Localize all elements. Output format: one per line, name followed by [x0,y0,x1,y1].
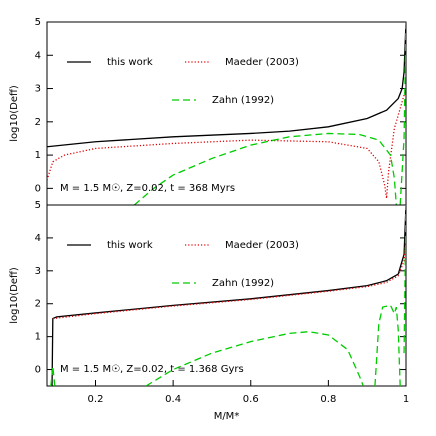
y-tick-label: 4 [35,233,41,244]
x-tick-label: 0.8 [320,394,336,405]
x-tick-label: 0.2 [88,394,104,405]
plot-area [47,22,406,205]
legend-label: Zahn (1992) [212,278,274,289]
plot-frame [46,21,407,206]
y-tick-label: 3 [35,84,41,95]
series-line [133,22,406,205]
legend-label: this work [107,57,153,68]
y-tick-label: 0 [35,183,41,194]
y-axis-label: log10(Deff) [9,85,20,142]
y-tick-label: 3 [35,266,41,277]
x-axis-label: M/M* [214,411,240,422]
legend-label: Maeder (2003) [225,57,299,68]
annotation: M = 1.5 M☉, Z=0.02, t = 1.368 Gyrs [60,364,244,375]
y-tick-label: 5 [35,17,41,28]
legend-label: this work [107,240,153,251]
y-tick-label: 0 [35,365,41,376]
x-tick-label: 0.6 [243,394,259,405]
series-line [47,22,406,148]
annotation: M = 1.5 M☉, Z=0.02, t = 368 Myrs [60,183,235,194]
x-tick-label: 1 [403,394,409,405]
legend-label: Maeder (2003) [225,240,299,251]
plot-area [50,205,406,386]
series-line [50,205,406,386]
y-tick-label: 1 [35,332,41,343]
y-tick-label: 5 [35,200,41,211]
y-tick-label: 1 [35,150,41,161]
plot-frame [46,204,407,387]
legend-label: Zahn (1992) [212,95,274,106]
series-line [51,205,406,386]
y-tick-label: 2 [35,299,41,310]
y-tick-label: 2 [35,117,41,128]
series-line [47,88,406,199]
x-tick-label: 0.4 [165,394,181,405]
y-tick-label: 4 [35,50,41,61]
y-axis-label: log10(Deff) [9,267,20,324]
